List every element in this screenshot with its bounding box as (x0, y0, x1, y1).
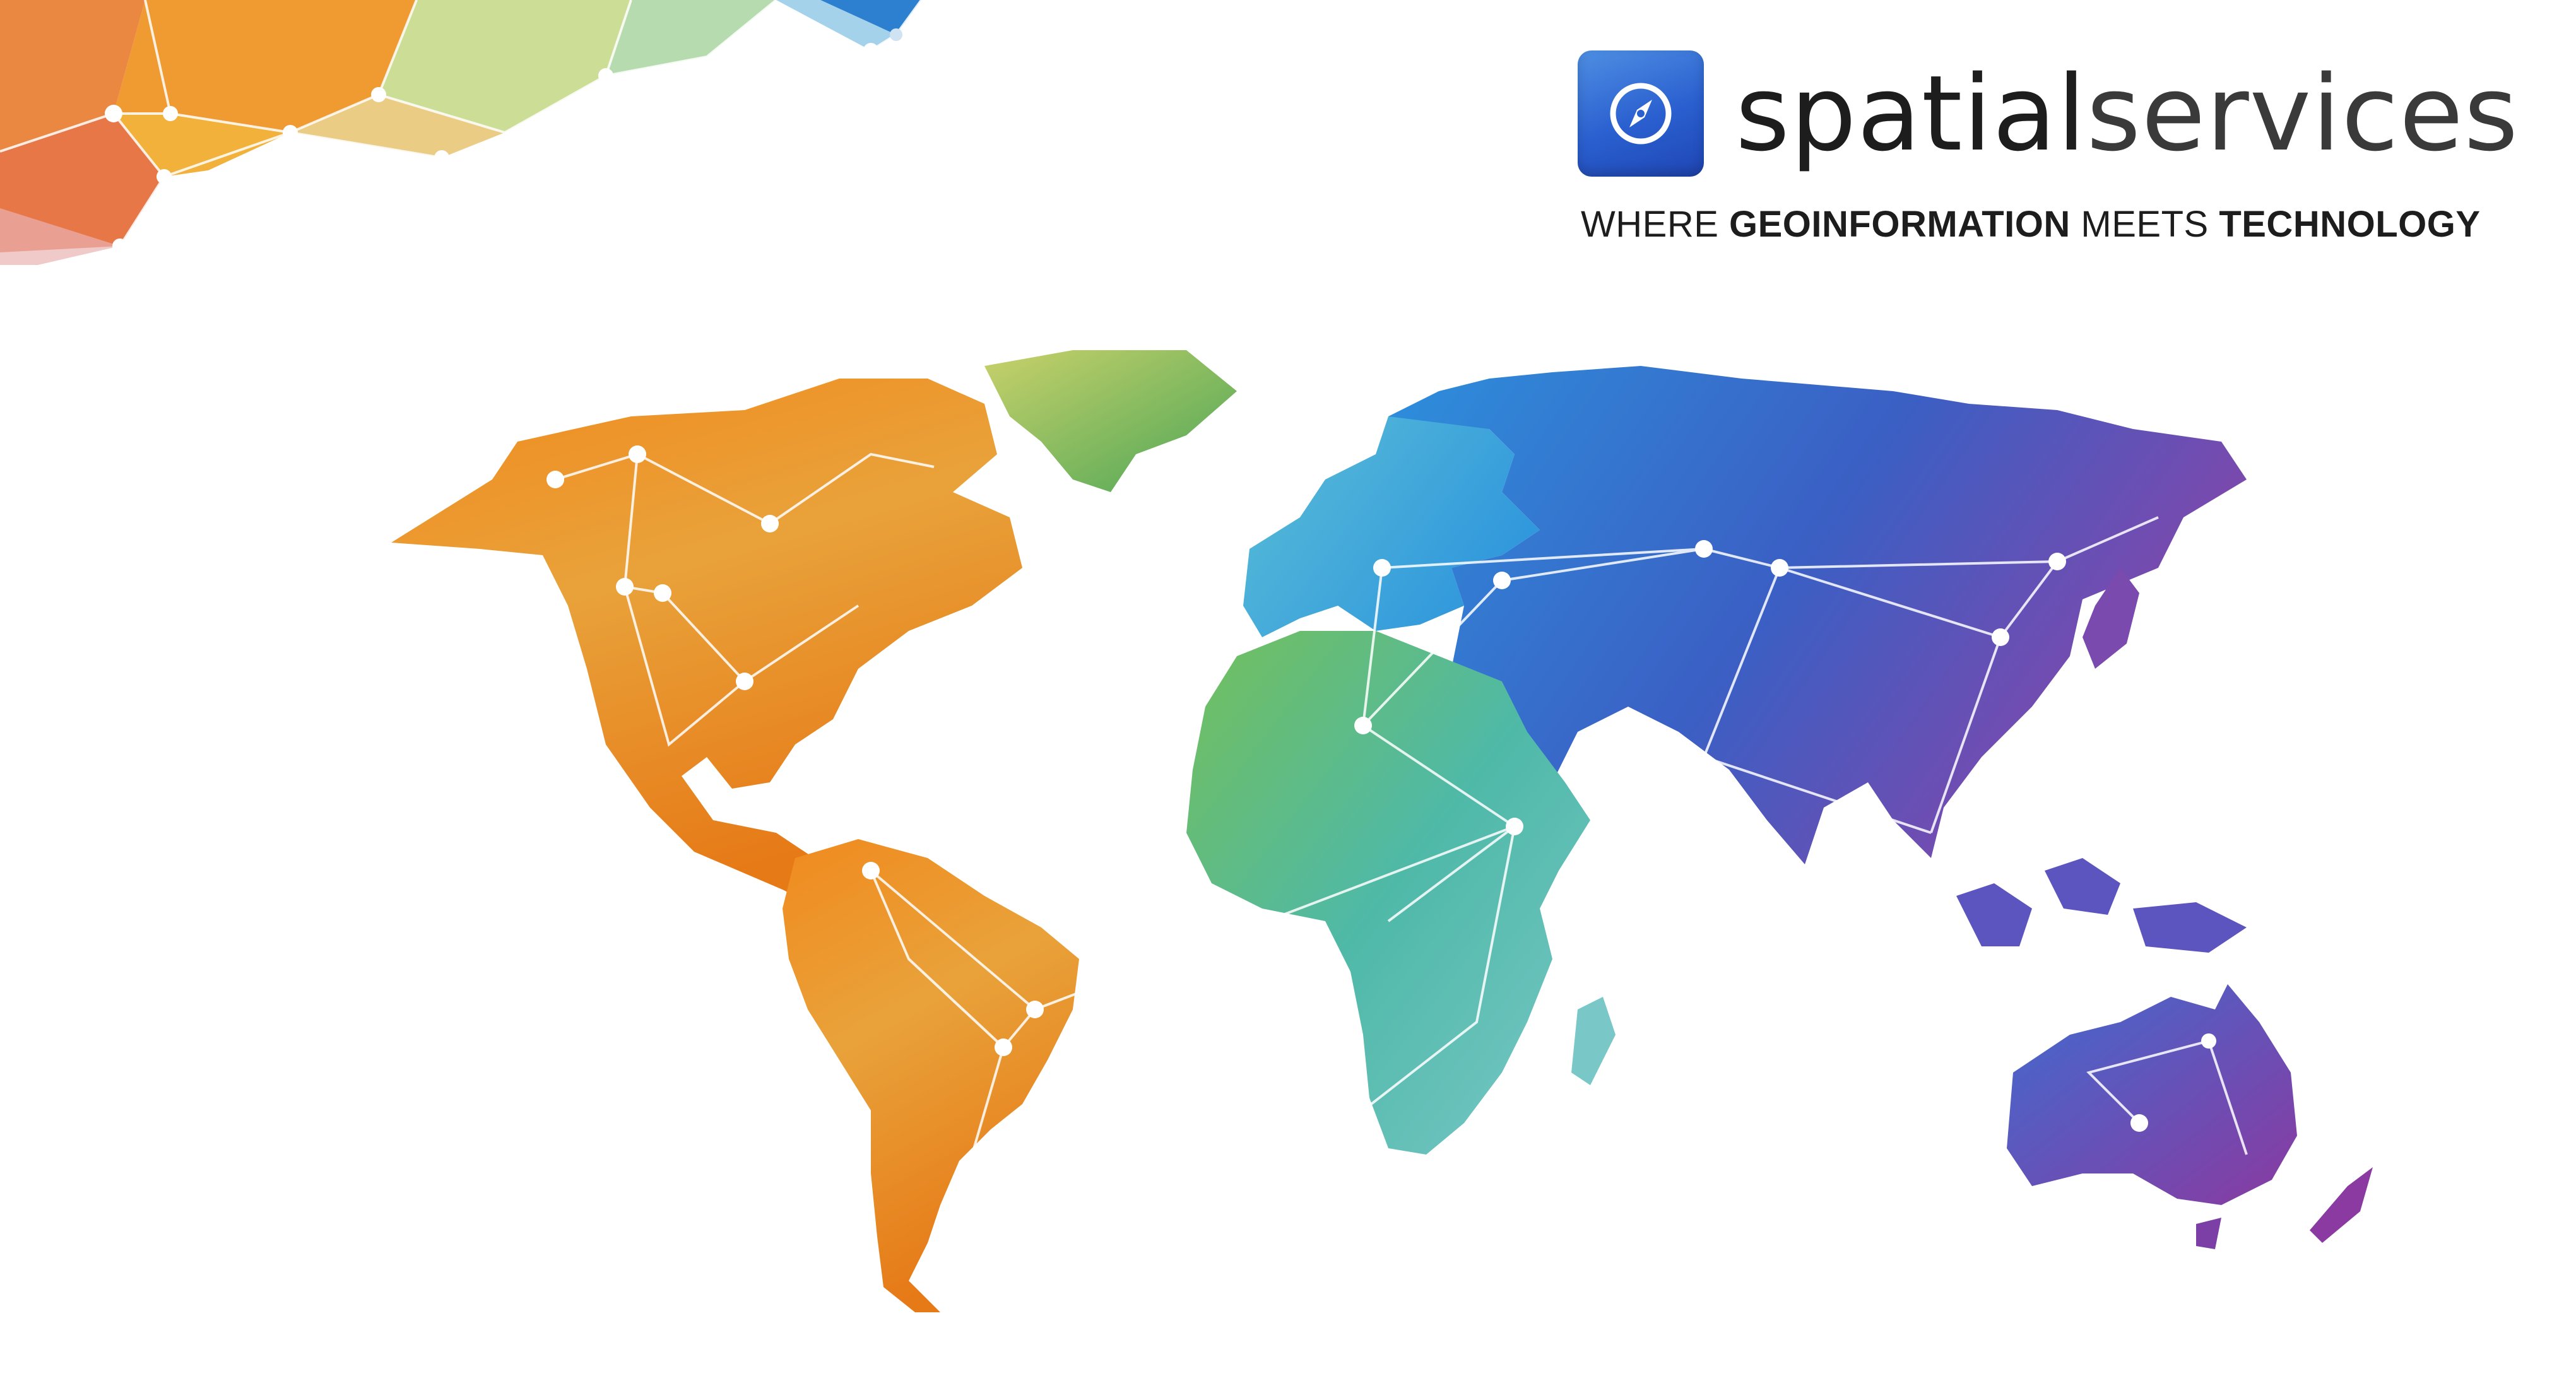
corner-polygons (0, 0, 921, 265)
new-zealand (2310, 1167, 2373, 1243)
africa (1186, 631, 1590, 1155)
tagline-part-4: TECHNOLOGY (2219, 204, 2481, 245)
south-america (783, 839, 1079, 1312)
corner-network-nodes (105, 28, 902, 254)
tasmania (2196, 1218, 2221, 1249)
compass-icon (1610, 83, 1672, 144)
madagascar (1571, 997, 1616, 1085)
corner-decoration (0, 0, 923, 265)
japan (2083, 568, 2139, 669)
southeast-asia-islands (1956, 858, 2247, 953)
greenland (984, 350, 1237, 492)
logo-wordmark: spatialservices (1735, 61, 2519, 166)
north-america (391, 379, 1022, 909)
logo-badge (1578, 50, 1704, 177)
tagline: WHERE GEOINFORMATION MEETS TECHNOLOGY (1581, 203, 2481, 245)
australia (2007, 984, 2297, 1205)
tagline-part-3: MEETS (2070, 204, 2219, 245)
tagline-part-2: GEOINFORMATION (1729, 204, 2071, 245)
logo-word-secondary: services (2086, 52, 2519, 174)
tagline-part-1: WHERE (1581, 204, 1729, 245)
map-network-nodes (547, 445, 2216, 1132)
spatial-services-logo: spatialservices (1578, 50, 2519, 177)
logo-word-primary: spatial (1735, 52, 2087, 174)
asia (1388, 366, 2247, 864)
europe (1243, 404, 1540, 637)
